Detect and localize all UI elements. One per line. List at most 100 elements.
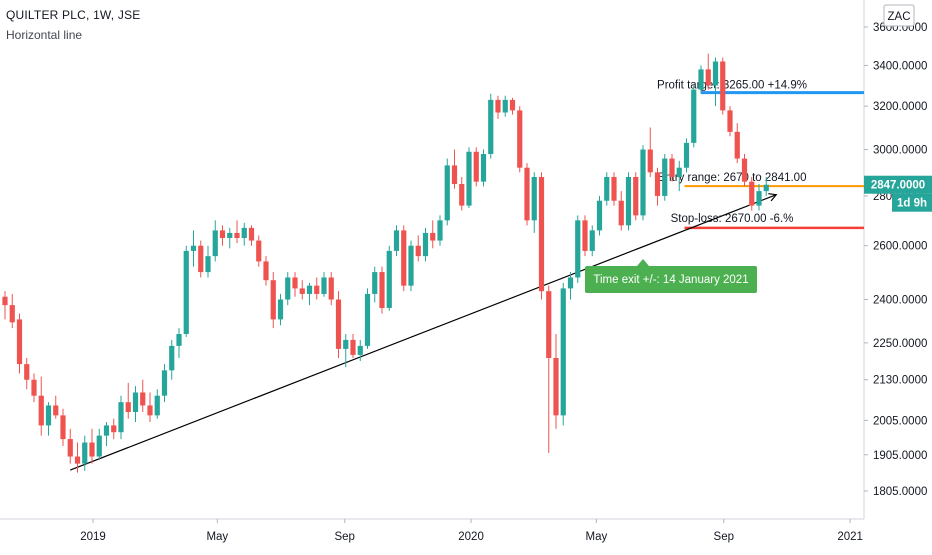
candle[interactable] [372, 266, 378, 303]
candle[interactable] [241, 222, 247, 246]
candle[interactable] [618, 191, 624, 231]
candle[interactable] [480, 149, 487, 187]
candle[interactable] [190, 230, 197, 267]
candle[interactable] [734, 123, 740, 164]
candle[interactable] [422, 227, 429, 262]
candle[interactable] [640, 145, 646, 221]
candle[interactable] [763, 176, 769, 196]
candle[interactable] [662, 154, 668, 201]
candle[interactable] [401, 225, 407, 292]
candle[interactable] [379, 266, 385, 314]
candle[interactable] [444, 158, 450, 226]
candle[interactable] [756, 184, 762, 211]
candle[interactable] [683, 138, 690, 173]
candle[interactable] [343, 333, 349, 368]
candle[interactable] [538, 172, 545, 300]
candle[interactable] [669, 154, 675, 182]
candle[interactable] [393, 225, 400, 257]
candle[interactable] [321, 272, 327, 297]
time-exit-callout[interactable] [585, 266, 757, 293]
candle[interactable] [292, 272, 298, 297]
candle[interactable] [154, 389, 160, 419]
candle[interactable] [459, 176, 465, 211]
candle[interactable] [270, 272, 276, 329]
candle[interactable] [67, 428, 73, 464]
candle[interactable] [125, 382, 131, 419]
candle[interactable] [60, 408, 66, 446]
candle[interactable] [118, 395, 124, 440]
candle[interactable] [727, 106, 733, 137]
candle[interactable] [654, 167, 661, 206]
candle[interactable] [364, 288, 371, 349]
candle[interactable] [611, 172, 617, 206]
candle[interactable] [140, 379, 146, 413]
candle[interactable] [698, 65, 704, 94]
candle[interactable] [517, 106, 523, 173]
current-price-tag[interactable] [864, 175, 932, 194]
candle[interactable] [712, 57, 719, 107]
candle[interactable] [546, 285, 552, 453]
candle[interactable] [183, 245, 189, 337]
candle[interactable] [495, 95, 501, 119]
candle[interactable] [132, 386, 139, 423]
candle[interactable] [89, 428, 95, 464]
candle[interactable] [24, 357, 30, 390]
candle[interactable] [524, 163, 530, 226]
candle[interactable] [575, 215, 581, 283]
candle[interactable] [647, 127, 653, 177]
candle[interactable] [227, 227, 233, 249]
candle[interactable] [285, 272, 291, 306]
candle[interactable] [277, 293, 284, 326]
candle[interactable] [74, 442, 81, 473]
candle[interactable] [2, 291, 8, 320]
candle[interactable] [256, 235, 262, 267]
candle[interactable] [604, 172, 610, 206]
candle[interactable] [415, 235, 421, 262]
candle[interactable] [676, 160, 682, 192]
candle[interactable] [625, 172, 632, 231]
candle[interactable] [103, 422, 110, 446]
candle[interactable] [161, 364, 168, 403]
candle[interactable] [350, 333, 356, 358]
candle[interactable] [567, 272, 574, 300]
candle[interactable] [408, 240, 414, 292]
candle[interactable] [212, 220, 218, 262]
candle[interactable] [633, 172, 639, 221]
candle[interactable] [509, 97, 516, 115]
candle[interactable] [248, 225, 255, 246]
candle[interactable] [488, 93, 494, 159]
trend-line[interactable] [70, 194, 777, 471]
candle[interactable] [357, 339, 363, 362]
candle[interactable] [176, 328, 182, 358]
candle[interactable] [82, 435, 88, 471]
candle[interactable] [147, 392, 153, 423]
candle[interactable] [582, 215, 588, 257]
candle[interactable] [198, 240, 204, 278]
candle[interactable] [31, 373, 37, 403]
candle[interactable] [53, 395, 59, 419]
currency-badge[interactable] [883, 4, 915, 27]
candle[interactable] [111, 418, 117, 440]
candle[interactable] [705, 53, 711, 90]
candle[interactable] [328, 272, 334, 306]
candle[interactable] [720, 57, 726, 115]
candle[interactable] [335, 291, 342, 358]
candle[interactable] [749, 176, 755, 211]
candle[interactable] [553, 333, 559, 429]
candle[interactable] [502, 95, 508, 117]
candle[interactable] [741, 154, 748, 187]
candle[interactable] [38, 376, 44, 436]
candle[interactable] [263, 256, 269, 286]
candle[interactable] [299, 280, 305, 300]
candle[interactable] [169, 339, 175, 380]
candle[interactable] [234, 220, 240, 244]
candle[interactable] [219, 225, 226, 246]
candle[interactable] [386, 245, 392, 311]
candle[interactable] [596, 195, 603, 236]
candle[interactable] [45, 402, 52, 436]
candle[interactable] [589, 225, 595, 257]
candle[interactable] [437, 215, 443, 246]
candle[interactable] [451, 149, 458, 189]
